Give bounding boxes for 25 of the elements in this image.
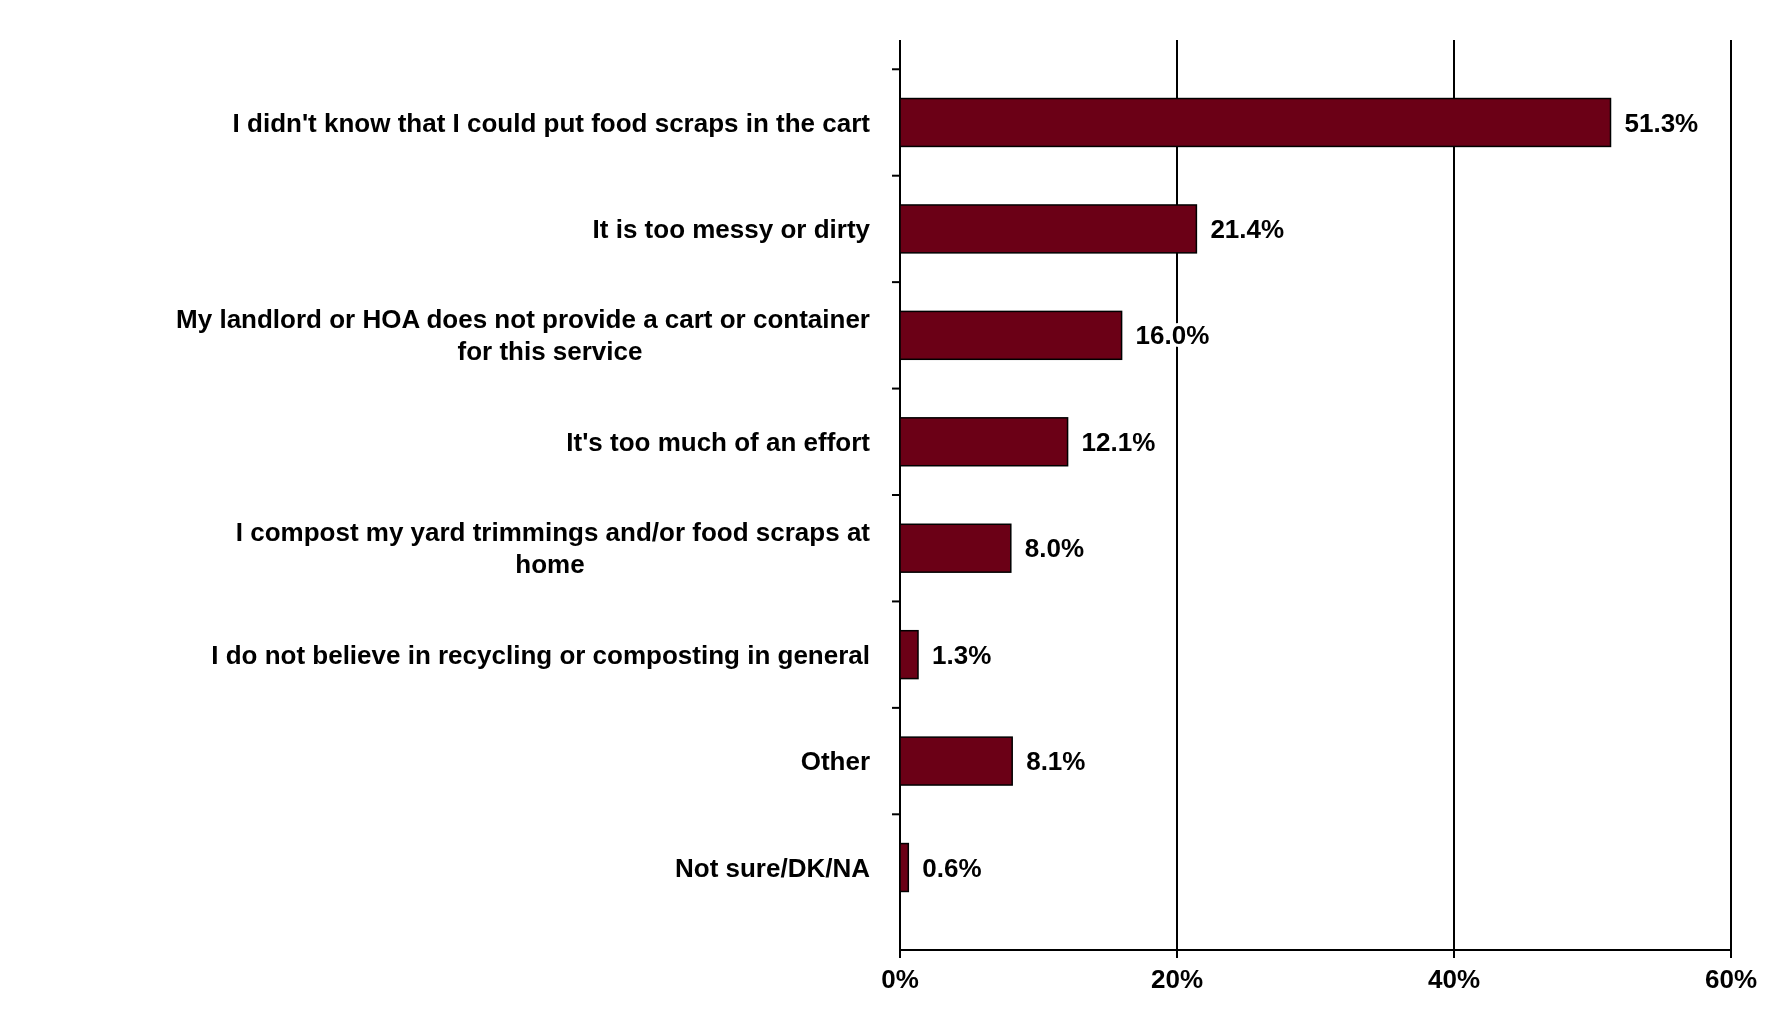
y-tick-label: I didn't know that I could put food scraps in the cart	[232, 107, 871, 138]
bar	[899, 629, 919, 680]
data-label: 51.3%	[1624, 107, 1699, 138]
y-tick-label: Not sure/DK/NA	[674, 852, 871, 883]
data-label: 12.1%	[1081, 426, 1156, 457]
data-label: 8.0%	[1024, 533, 1085, 564]
x-tick-label: 20%	[1150, 964, 1204, 994]
data-label: 21.4%	[1210, 214, 1285, 245]
bar	[899, 417, 1069, 467]
data-label: 1.3%	[932, 639, 992, 670]
bar	[899, 523, 1012, 573]
bar	[899, 736, 1013, 786]
data-label: 0.6%	[922, 852, 982, 883]
y-tick-label: My landlord or HOA does not provide a cart or container for this service	[176, 304, 870, 367]
x-tick-label: 40%	[1427, 964, 1481, 994]
y-tick-label: It's too much of an effort	[566, 426, 871, 457]
x-tick-label: 0%	[881, 964, 919, 994]
y-tick-label: Other	[800, 746, 870, 777]
y-tick-label: I do not believe in recycling or composting in general	[211, 639, 870, 670]
x-tick-label: 60%	[1704, 964, 1758, 994]
y-tick-label: It is too messy or dirty	[592, 214, 871, 245]
bar	[899, 310, 1123, 361]
y-tick-label: I compost my yard trimmings and/or food scraps at home	[235, 517, 871, 580]
data-label: 8.1%	[1026, 746, 1086, 777]
bar	[899, 842, 910, 893]
